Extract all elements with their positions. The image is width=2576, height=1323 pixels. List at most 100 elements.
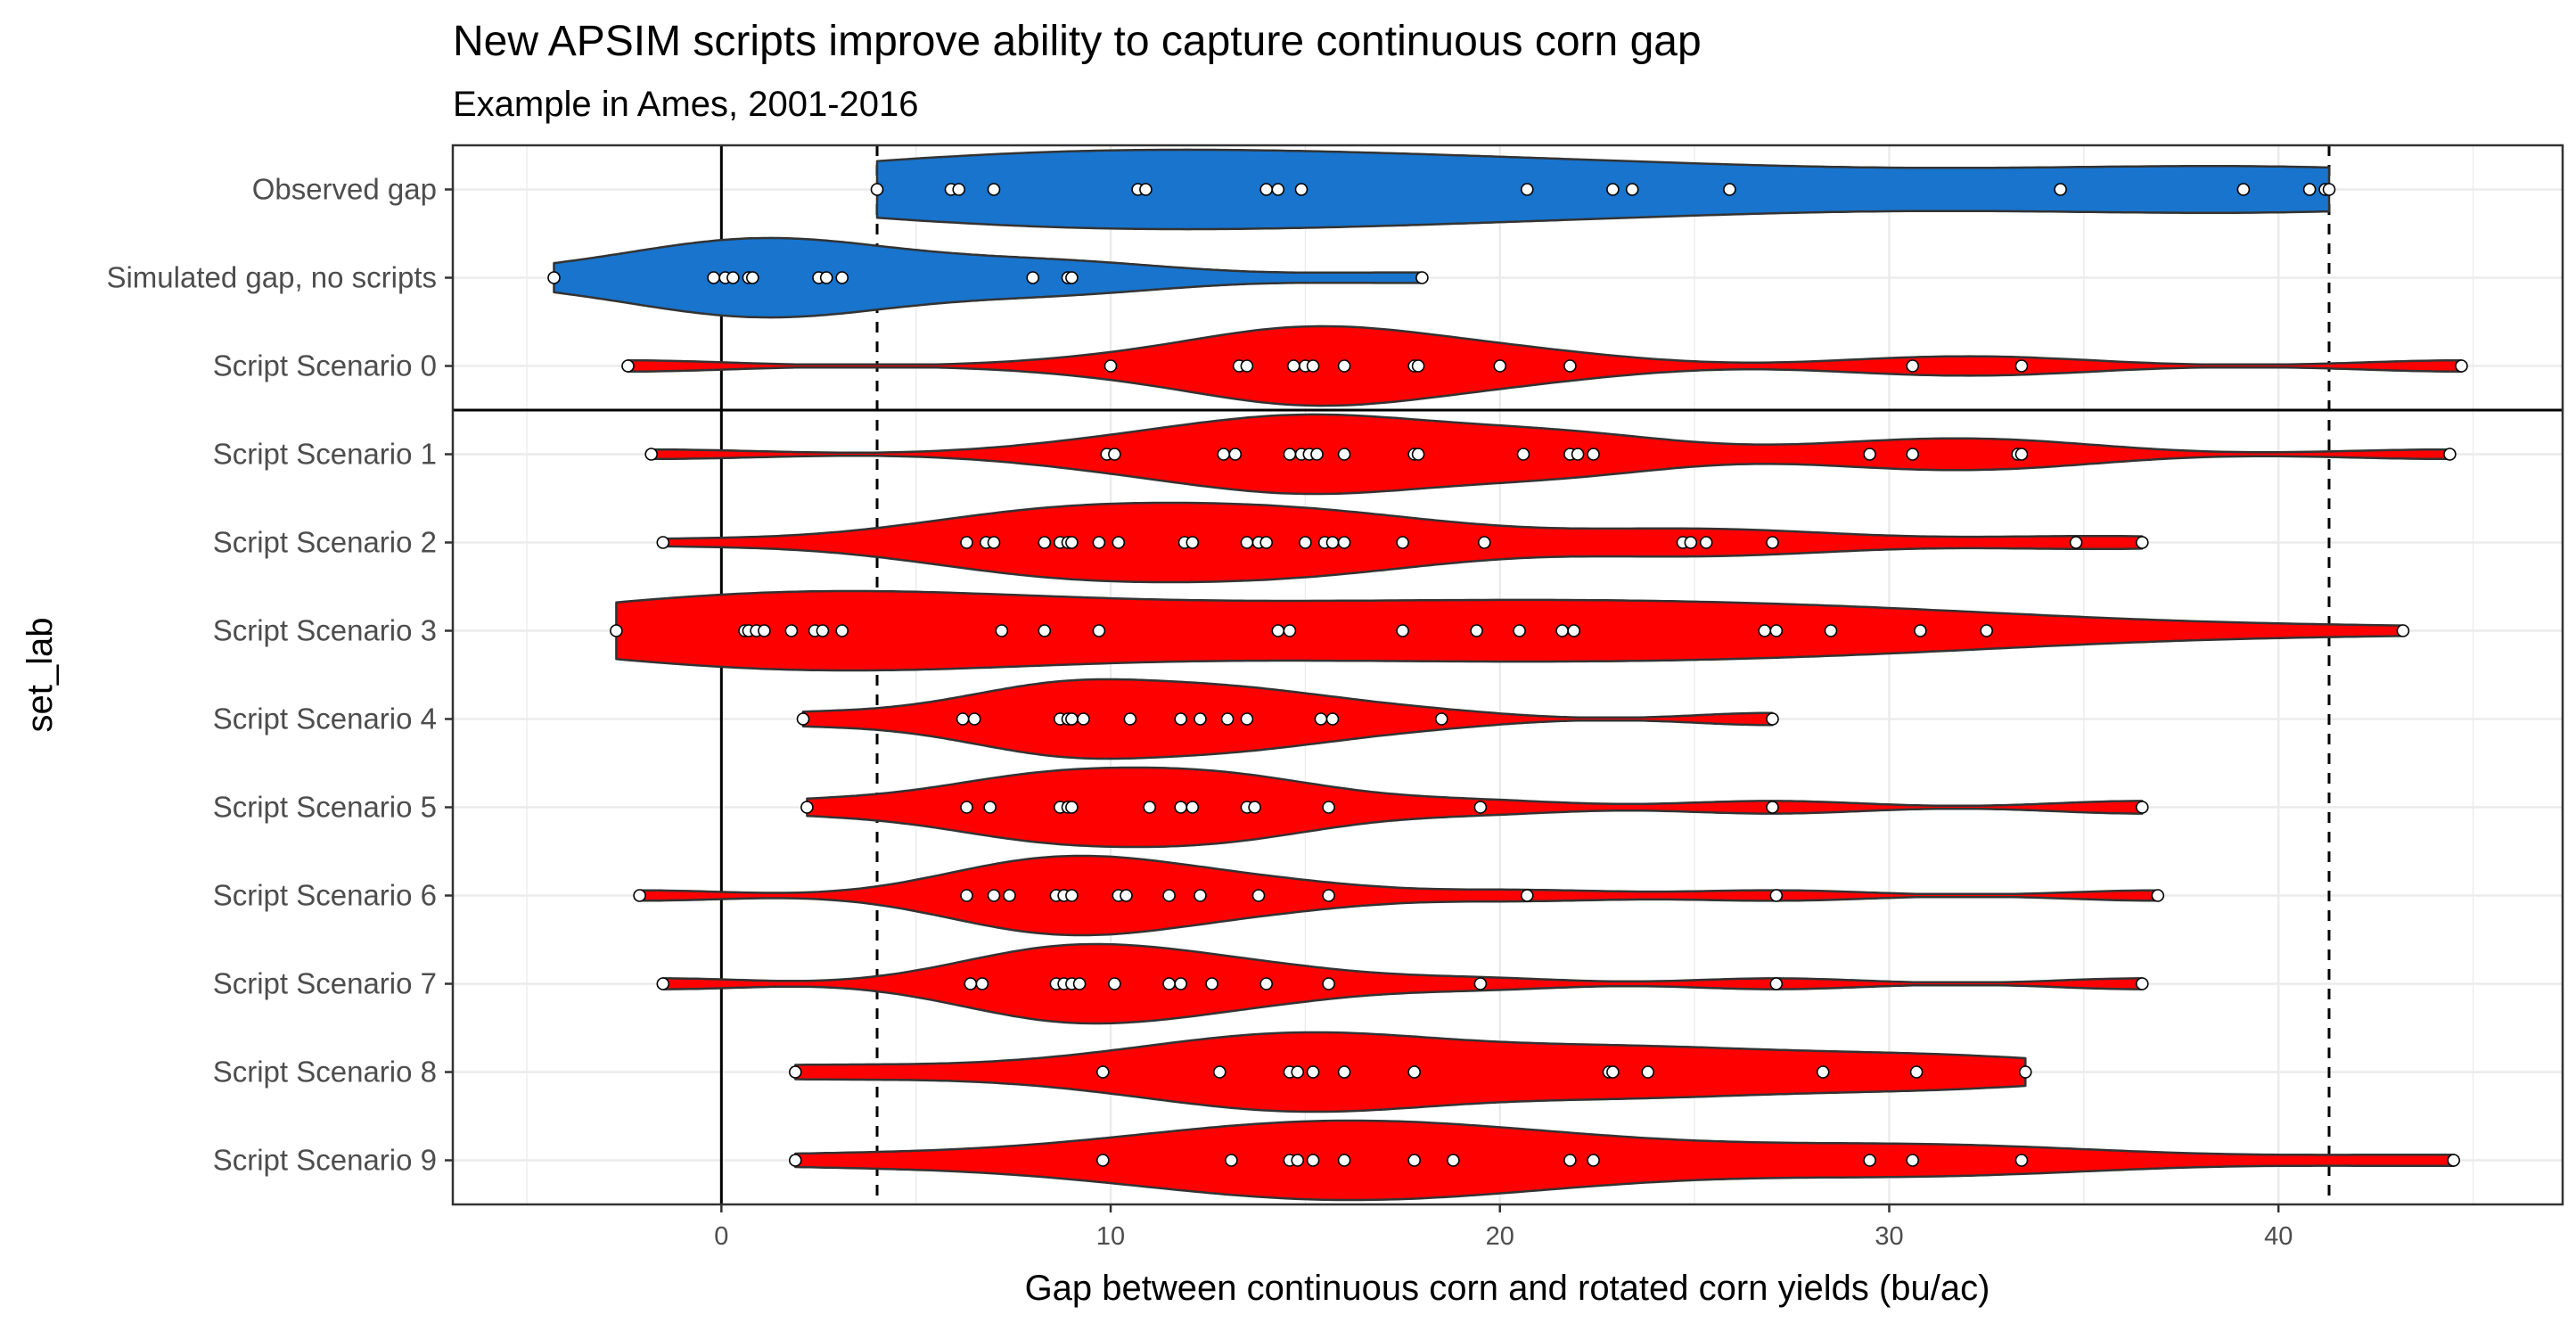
- data-point: [870, 183, 884, 196]
- data-point: [1228, 448, 1243, 461]
- y-tick-label: Script Scenario 8: [213, 1056, 437, 1089]
- data-point: [2396, 624, 2410, 637]
- y-tick-label: Script Scenario 9: [213, 1144, 437, 1177]
- data-point: [2136, 536, 2149, 549]
- data-point: [1411, 359, 1425, 373]
- data-point: [1337, 536, 1351, 549]
- data-point: [1914, 624, 1927, 637]
- data-point: [1294, 183, 1309, 196]
- data-point: [1863, 1154, 1876, 1167]
- data-point: [758, 624, 771, 637]
- data-point: [1038, 624, 1052, 637]
- data-point: [1240, 536, 1254, 549]
- data-point: [1174, 712, 1187, 726]
- data-point: [1077, 712, 1090, 726]
- data-point: [621, 359, 635, 373]
- data-point: [1407, 1065, 1421, 1079]
- data-point: [1271, 183, 1285, 196]
- data-point: [1065, 536, 1079, 549]
- data-point: [1174, 801, 1187, 814]
- data-point: [2447, 1154, 2460, 1167]
- x-tick-label: 10: [1096, 1222, 1125, 1251]
- y-tick-label: Script Scenario 6: [213, 879, 437, 912]
- data-point: [2054, 183, 2067, 196]
- data-point: [1283, 624, 1297, 637]
- data-point: [2443, 448, 2457, 461]
- data-point: [1143, 801, 1156, 814]
- y-tick-label: Simulated gap, no scripts: [106, 261, 437, 294]
- data-point: [1513, 624, 1526, 637]
- data-point: [1407, 1154, 1421, 1167]
- data-point: [1322, 977, 1335, 990]
- data-point: [956, 712, 970, 726]
- data-point: [1816, 1065, 1830, 1079]
- data-point: [1769, 624, 1784, 637]
- data-point: [1396, 624, 1409, 637]
- data-point: [1906, 359, 1919, 373]
- data-point: [644, 448, 659, 461]
- data-point: [2136, 801, 2149, 814]
- data-point: [1194, 712, 1207, 726]
- y-tick-label: Script Scenario 1: [213, 438, 437, 471]
- violin-observed-gap: [875, 148, 2331, 231]
- data-point: [1162, 889, 1176, 902]
- data-point: [1863, 448, 1876, 461]
- reference-lines: [453, 145, 2563, 1204]
- data-point: [1906, 448, 1919, 461]
- data-point: [1271, 624, 1285, 637]
- data-point: [975, 977, 989, 990]
- data-point: [745, 271, 759, 284]
- data-point: [1283, 448, 1297, 461]
- data-point: [2151, 889, 2165, 902]
- data-point: [796, 712, 810, 726]
- data-point: [960, 536, 973, 549]
- data-point: [1259, 183, 1273, 196]
- data-point: [1026, 271, 1039, 284]
- data-point: [1248, 801, 1261, 814]
- data-point: [1473, 977, 1488, 990]
- data-point: [1220, 712, 1235, 726]
- data-point: [964, 977, 978, 990]
- data-point: [1411, 448, 1425, 461]
- data-point: [1217, 448, 1230, 461]
- data-point: [2014, 1154, 2029, 1167]
- data-point: [1185, 536, 1200, 549]
- data-point: [2302, 183, 2317, 196]
- data-point: [2069, 536, 2083, 549]
- data-point: [2455, 359, 2468, 373]
- x-axis-ticks: 0 10 20 30 40: [714, 1204, 2293, 1251]
- data-point: [1065, 801, 1079, 814]
- x-tick-label: 0: [714, 1222, 728, 1251]
- data-point: [1641, 1065, 1654, 1079]
- data-point: [1291, 1065, 1304, 1079]
- data-point: [1225, 1154, 1238, 1167]
- data-point: [1435, 712, 1448, 726]
- data-point: [1625, 183, 1639, 196]
- x-axis-title: Gap between continuous corn and rotated …: [1025, 1269, 1990, 1308]
- data-point: [1065, 889, 1079, 902]
- data-point: [1521, 183, 1534, 196]
- data-point: [1766, 536, 1779, 549]
- data-point: [2019, 1065, 2032, 1079]
- data-point: [1194, 889, 1207, 902]
- data-point: [788, 1154, 802, 1167]
- data-point: [1769, 889, 1784, 902]
- data-point: [2014, 359, 2029, 373]
- y-tick-label: Script Scenario 2: [213, 526, 437, 559]
- chart-subtitle: Example in Ames, 2001-2016: [453, 85, 919, 124]
- data-point: [1259, 536, 1273, 549]
- data-point: [1306, 359, 1320, 373]
- data-point: [1092, 624, 1106, 637]
- data-point: [1205, 977, 1218, 990]
- data-point: [1123, 712, 1137, 726]
- data-point: [1322, 801, 1335, 814]
- x-tick-label: 20: [1486, 1222, 1514, 1251]
- x-tick-label: 40: [2264, 1222, 2293, 1251]
- data-point: [1291, 1154, 1304, 1167]
- data-point: [1108, 448, 1121, 461]
- data-point: [726, 271, 740, 284]
- data-point: [1322, 889, 1335, 902]
- data-point: [656, 977, 670, 990]
- data-point: [995, 624, 1009, 637]
- data-point: [1072, 977, 1087, 990]
